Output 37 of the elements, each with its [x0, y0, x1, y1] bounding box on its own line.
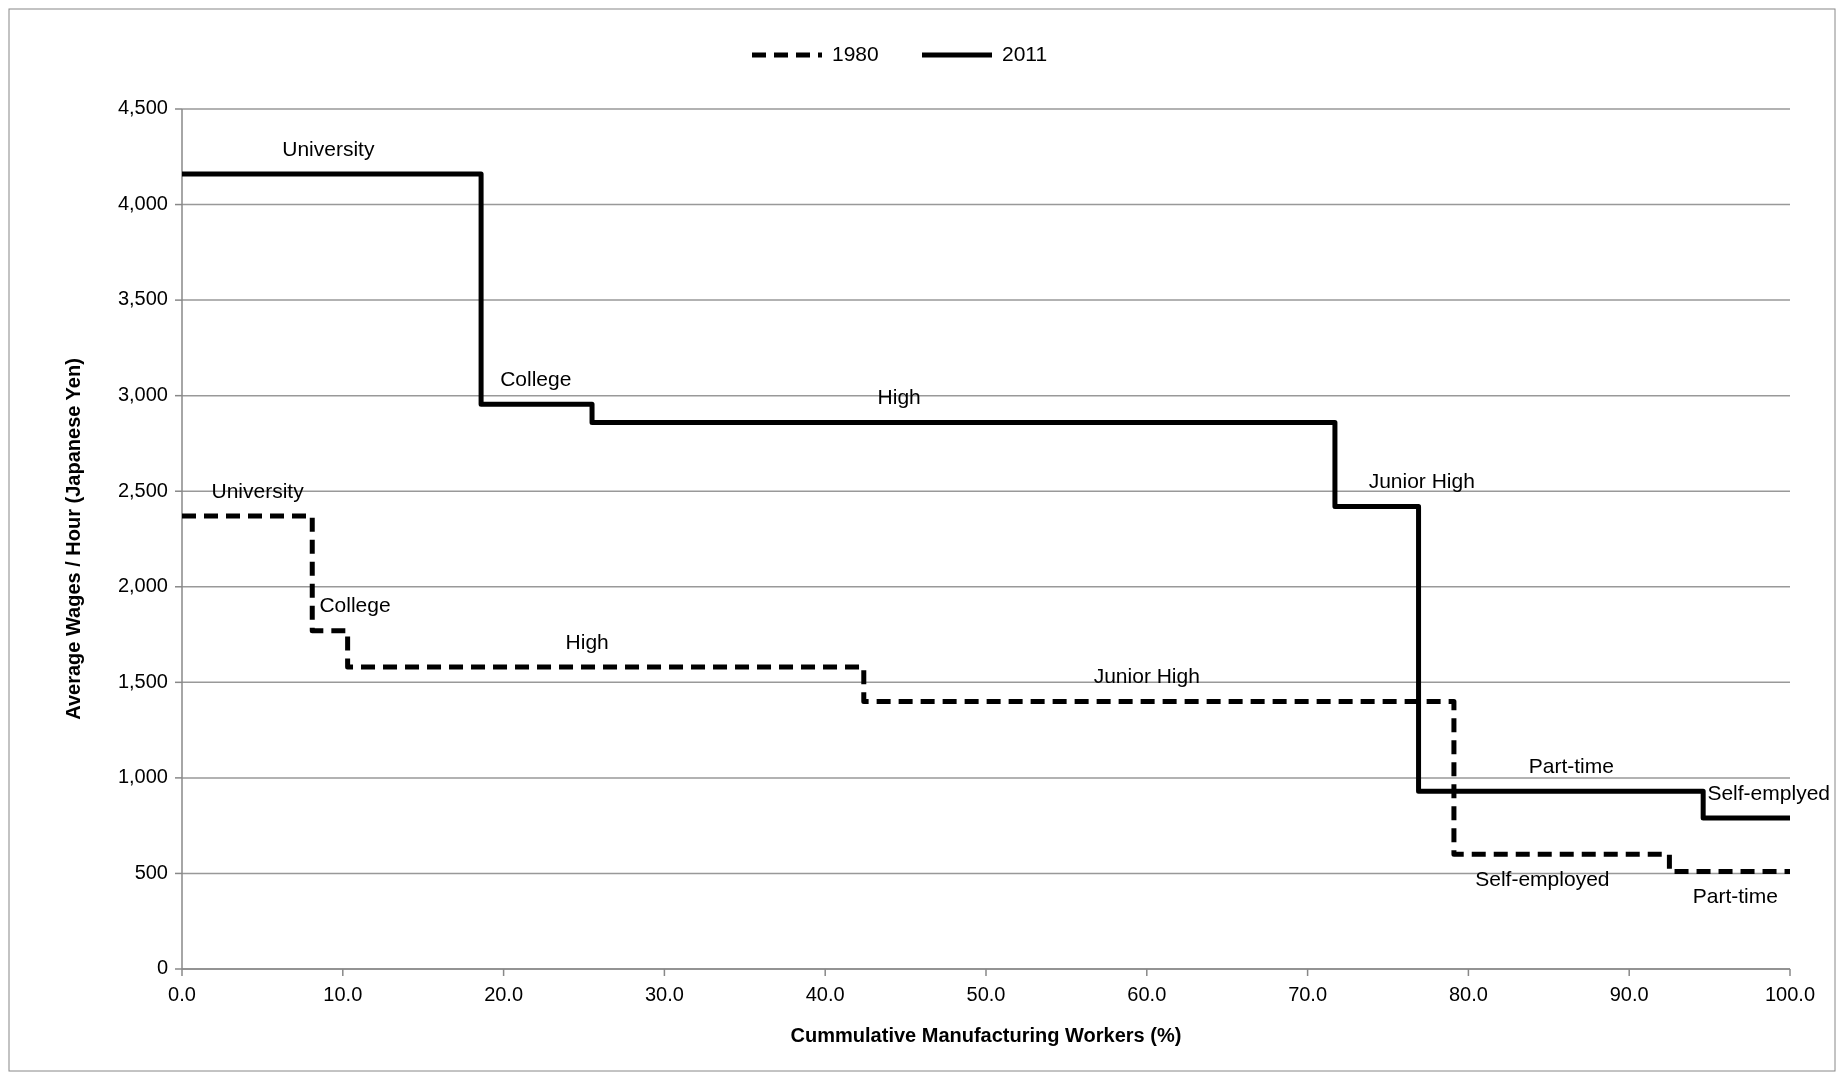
- annotation: High: [877, 384, 921, 408]
- x-tick-label: 30.0: [644, 983, 684, 1005]
- y-tick-label: 2,500: [117, 478, 168, 501]
- annotation: Part-time: [1528, 753, 1614, 777]
- legend-label: 2011: [1002, 41, 1048, 65]
- x-tick-label: 70.0: [1288, 983, 1328, 1005]
- x-tick-label: 40.0: [805, 983, 845, 1005]
- y-tick-label: 3,000: [117, 382, 168, 405]
- x-tick-label: 80.0: [1448, 983, 1488, 1005]
- x-tick-label: 10.0: [323, 983, 363, 1005]
- y-tick-label: 500: [134, 860, 168, 883]
- x-tick-label: 50.0: [966, 983, 1006, 1005]
- annotation: College: [319, 593, 391, 617]
- legend-label: 1980: [832, 41, 879, 65]
- y-tick-label: 4,500: [117, 96, 168, 119]
- y-tick-label: 1,000: [117, 765, 168, 788]
- annotation: University: [282, 136, 375, 160]
- y-axis-title: Average Wages / Hour (Japanese Yen): [62, 358, 84, 720]
- annotation: Self-employed: [1475, 866, 1610, 890]
- annotation: College: [500, 366, 572, 390]
- x-tick-label: 90.0: [1609, 983, 1649, 1005]
- x-tick-label: 0.0: [168, 983, 196, 1005]
- y-tick-label: 3,500: [117, 287, 168, 310]
- y-tick-label: 0: [156, 956, 168, 979]
- annotation: University: [211, 478, 305, 502]
- y-tick-label: 2,000: [117, 574, 168, 597]
- annotation: High: [565, 629, 609, 653]
- annotation: Part-time: [1692, 884, 1778, 908]
- annotation: Junior High: [1368, 469, 1475, 493]
- y-tick-label: 1,500: [117, 669, 168, 692]
- x-axis-title: Cummulative Manufacturing Workers (%): [790, 1024, 1182, 1046]
- x-tick-label: 100.0: [1764, 983, 1816, 1005]
- x-tick-label: 20.0: [484, 983, 524, 1005]
- annotation: Self-emplyed: [1707, 780, 1830, 804]
- y-tick-label: 4,000: [117, 191, 168, 214]
- x-tick-label: 60.0: [1127, 983, 1167, 1005]
- annotation: Junior High: [1093, 663, 1200, 687]
